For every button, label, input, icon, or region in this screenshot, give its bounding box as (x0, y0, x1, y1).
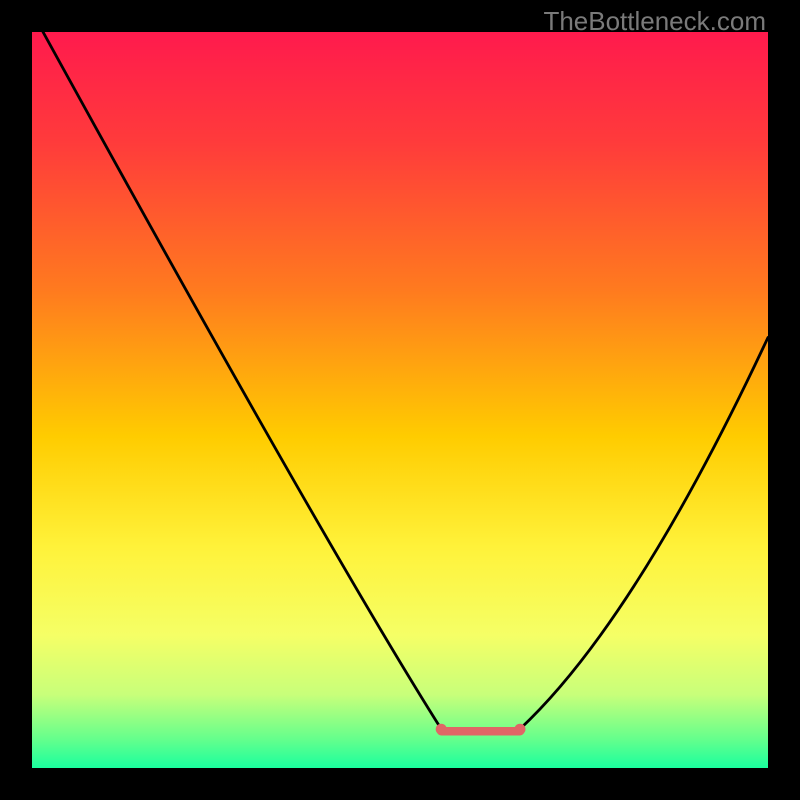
chart-frame: TheBottleneck.com (0, 0, 800, 800)
watermark-text: TheBottleneck.com (543, 6, 766, 37)
trough-cap-right (514, 724, 525, 735)
plot-area (32, 32, 768, 768)
bottleneck-chart-svg (32, 32, 768, 768)
trough-cap-left (436, 724, 447, 735)
gradient-background (32, 32, 768, 768)
